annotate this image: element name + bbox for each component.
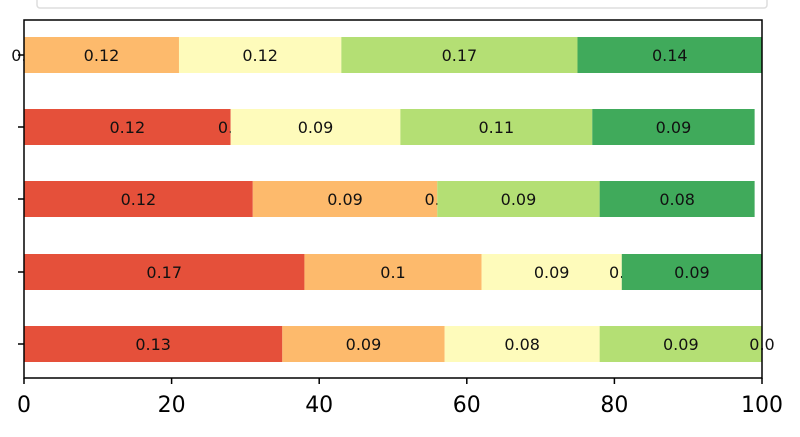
data-label: 0.08 bbox=[659, 190, 695, 209]
bar-segment bbox=[252, 181, 438, 217]
data-label: 0.09 bbox=[346, 335, 382, 354]
data-label: 0.17 bbox=[146, 263, 182, 282]
bar-segment bbox=[304, 254, 482, 290]
bar-segment bbox=[444, 326, 600, 362]
data-label: 0.08 bbox=[504, 335, 540, 354]
data-label: 0.13 bbox=[135, 335, 171, 354]
x-tick-label: 40 bbox=[305, 393, 333, 418]
plot-frame bbox=[23, 19, 763, 379]
x-tick-label: 80 bbox=[600, 393, 628, 418]
bar-segment bbox=[24, 254, 305, 290]
bar-segment bbox=[400, 109, 593, 145]
data-label: 0.17 bbox=[442, 46, 478, 65]
bar-segment bbox=[230, 109, 401, 145]
bar-segment bbox=[481, 254, 622, 290]
data-label: 0.09 bbox=[534, 263, 570, 282]
data-label: 0.09 bbox=[656, 118, 692, 137]
bar-segment bbox=[437, 181, 600, 217]
bar-segment bbox=[341, 37, 578, 73]
bar-segment bbox=[599, 181, 755, 217]
data-label: 0.09 bbox=[298, 118, 334, 137]
data-label: 0.11 bbox=[479, 118, 515, 137]
x-tick-label: 100 bbox=[741, 393, 783, 418]
bar-segment bbox=[621, 254, 762, 290]
bar-segment bbox=[178, 37, 342, 73]
data-label: 0.09 bbox=[327, 190, 363, 209]
data-label: 0.14 bbox=[652, 46, 688, 65]
legend-box bbox=[36, 0, 768, 9]
data-label: 0.09 bbox=[501, 190, 537, 209]
data-label: 0.1 bbox=[380, 263, 405, 282]
bar-segment bbox=[24, 326, 283, 362]
data-label: 0.12 bbox=[84, 46, 120, 65]
bar-segment bbox=[24, 181, 253, 217]
data-label: 0.12 bbox=[242, 46, 278, 65]
x-tick-label: 0 bbox=[17, 393, 31, 418]
bar-segment bbox=[24, 37, 179, 73]
bar-segment bbox=[24, 109, 231, 145]
bar-segment bbox=[599, 326, 762, 362]
data-label: 0.09 bbox=[674, 263, 710, 282]
bar-segment bbox=[282, 326, 445, 362]
data-label: 0.12 bbox=[110, 118, 146, 137]
bar-segment bbox=[592, 109, 755, 145]
bar-segment bbox=[577, 37, 762, 73]
data-label: 0.09 bbox=[663, 335, 699, 354]
x-tick-label: 60 bbox=[453, 393, 481, 418]
data-label: 0.12 bbox=[121, 190, 157, 209]
x-tick-label: 20 bbox=[158, 393, 186, 418]
